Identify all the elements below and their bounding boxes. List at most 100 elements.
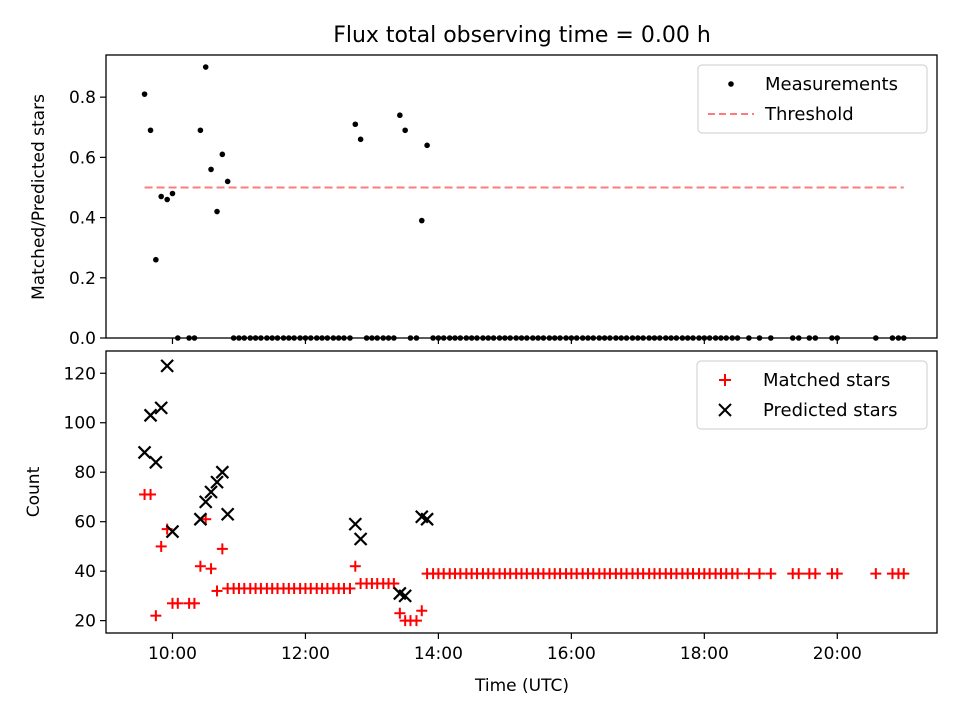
predicted-star-point [204,485,218,499]
predicted-star-point [154,401,168,415]
predicted-star-point [353,532,368,546]
measurement-point [158,193,164,200]
matched-stars-legend-label: Matched stars [763,370,890,391]
measurement-point [153,256,159,263]
threshold-legend-label: Threshold [764,104,854,125]
predicted-star-point-b [204,485,218,499]
matched-star-point [831,568,843,580]
matched-star-point [732,568,744,580]
measurement-point [208,166,214,173]
bottom-plot-frame [105,350,938,634]
matched-star-point [743,568,755,580]
bottom-plot-marks [137,359,910,627]
matched-star-point [150,610,162,622]
predicted-star-point-b [393,586,407,601]
measurement-point [197,127,204,134]
matched-star-point [809,568,821,580]
matched-star-point [898,568,910,580]
predicted-star-point-b [210,475,224,489]
predicted-star-point-b [398,589,412,603]
predicted-star-point-b [193,512,208,526]
predicted-star-point [220,507,235,522]
predicted-star-point [160,359,174,373]
predicted-star-point-b [165,524,180,539]
matched-star-point [416,605,428,617]
measurement-point [418,217,425,224]
matched-stars-legend-marker [719,374,731,386]
predicted-stars-legend-label: Predicted stars [763,400,897,421]
bottom-y-tick-label: 60 [74,513,96,533]
predicted-star-point-b [198,495,213,509]
matched-star-point [349,560,361,572]
top-y-tick-label: 0.4 [69,209,96,229]
measurement-point [424,142,430,149]
predicted-star-point [193,512,208,526]
measurement-point [214,208,220,215]
matched-star-point [155,540,167,552]
top-axis-ticks: 0.0 0.2 0.4 0.6 0.8 [69,88,838,349]
predicted-star-point-b [215,465,230,479]
predicted-star-point [137,445,152,460]
matched-star-point [145,488,157,500]
top-y-axis-label: Matched/Predicted stars [29,94,49,300]
bottom-x-tick-label: 12:00 [281,644,330,664]
bottom-y-axis-label: Count [24,466,44,517]
matched-star-point [410,615,422,627]
bottom-y-tick-label: 100 [64,414,96,434]
bottom-y-tick-label: 120 [64,364,96,384]
matched-star-point [194,560,206,572]
bottom-y-tick-label: 80 [74,463,96,483]
predicted-star-point-b [143,408,158,423]
top-legend: Measurements Threshold [697,64,928,134]
measurement-point [352,121,359,128]
measurement-point [357,136,364,143]
matched-star-point [765,568,777,580]
measurement-point [224,178,231,185]
predicted-star-point-b [149,455,163,470]
matched-star-point [188,597,200,609]
top-y-tick-label: 0.0 [69,329,96,349]
measurement-point [147,127,154,134]
matched-star-point [388,578,400,590]
chart-title: Flux total observing time = 0.00 h [333,23,711,48]
bottom-x-tick-label: 10:00 [148,644,197,664]
matched-star-point [753,568,765,580]
matched-star-point [344,582,356,594]
measurement-point [219,151,226,158]
measurement-point [202,64,209,70]
predicted-star-point-b [160,359,174,373]
predicted-star-point [398,589,412,603]
measurement-point [141,91,148,97]
predicted-star-point [149,455,163,470]
top-y-tick-label: 0.8 [69,88,96,108]
matched-star-point [793,568,805,580]
predicted-star-point-b [415,509,429,524]
bottom-x-tick-label: 18:00 [680,644,729,664]
predicted-star-point-b [137,445,152,460]
bottom-legend: Matched stars Predicted stars [696,360,928,430]
predicted-star-point [215,465,230,479]
top-y-tick-label: 0.6 [69,148,96,168]
predicted-star-point [198,495,213,509]
predicted-star-point-b [220,507,235,522]
matched-star-point [394,607,406,619]
bottom-y-tick-label: 20 [74,612,96,632]
matched-star-point [172,597,184,609]
predicted-star-point [143,408,158,423]
matched-star-point [211,585,223,597]
bottom-y-tick-label: 40 [74,562,96,582]
top-y-tick-label: 0.2 [69,269,96,289]
bottom-x-tick-label: 16:00 [547,644,596,664]
bottom-axis-ticks: 20 40 60 80 100 120 10:00 12:00 14:00 16:00 18:00 2… [64,364,862,664]
predicted-star-point [165,524,180,539]
measurements-legend-marker [728,81,734,87]
top-plot-frame [105,54,938,339]
measurement-point [402,127,408,134]
matched-star-point [216,543,228,555]
measurements-legend-label: Measurements [765,74,898,95]
matched-star-point [205,563,217,575]
bottom-legend-box [696,360,928,430]
predicted-star-point-b [154,401,168,415]
bottom-x-tick-label: 20:00 [813,644,862,664]
